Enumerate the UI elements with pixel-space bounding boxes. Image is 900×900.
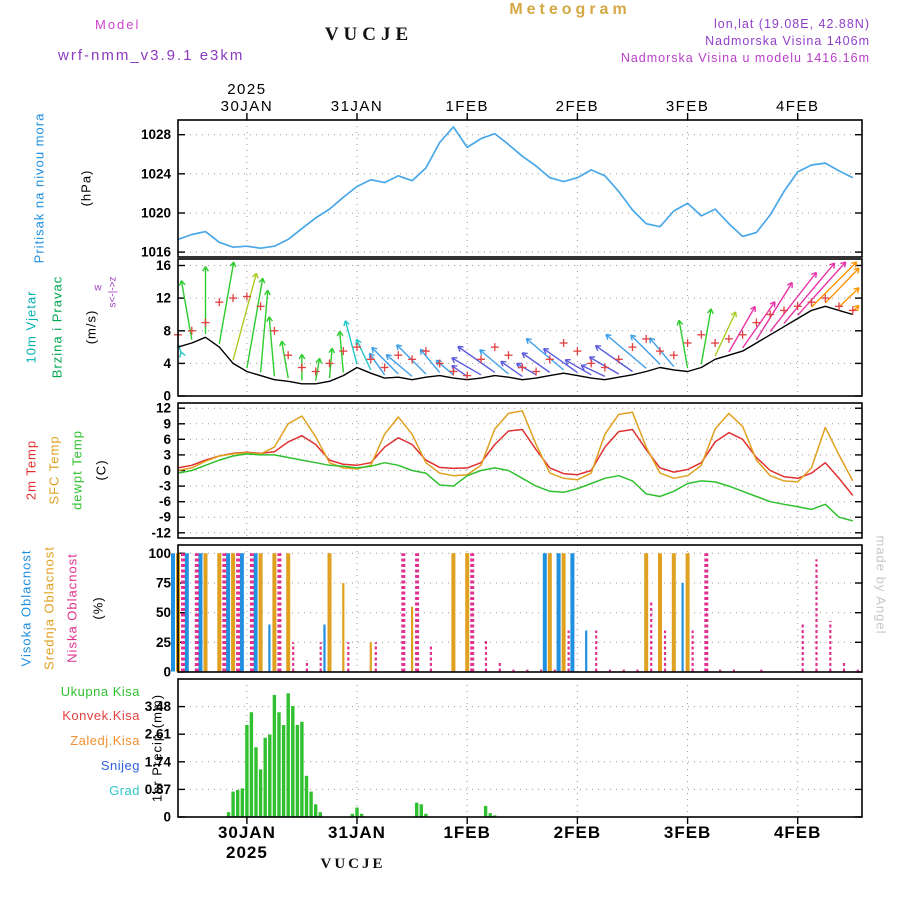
svg-text:1.74: 1.74	[145, 754, 172, 769]
footer-station: VUCJE	[320, 856, 386, 872]
svg-text:4FEB: 4FEB	[774, 823, 821, 842]
svg-text:-9: -9	[159, 510, 171, 525]
svg-text:31JAN: 31JAN	[328, 823, 386, 842]
svg-text:1FEB: 1FEB	[445, 98, 489, 115]
cloud-axis-unit: (%)	[90, 596, 106, 620]
lonlat-label: lon,lat (19.08E, 42.88N)	[713, 17, 870, 31]
legend-snow: Snijeg	[100, 758, 140, 773]
svg-text:4: 4	[163, 356, 171, 371]
panel-pressure: 1028 1024 1020 1016	[141, 119, 863, 260]
wind-axis-unit: (m/s)	[83, 309, 99, 345]
svg-text:2025: 2025	[226, 843, 268, 862]
svg-text:3: 3	[163, 447, 171, 462]
svg-text:8: 8	[163, 323, 171, 338]
svg-text:2.61: 2.61	[145, 727, 172, 742]
cloud-axis-label-low: Niska Oblacnost	[64, 553, 80, 663]
x-axis-labels: 30JAN 30JAN 31JAN 31JAN 1FEB 1FEB 2FEB 2FEB 3FEB…	[218, 81, 821, 862]
svg-text:0.87: 0.87	[145, 782, 171, 797]
svg-text:1016: 1016	[141, 245, 172, 260]
svg-text:2FEB: 2FEB	[556, 98, 600, 115]
legend-freezing-rain: Zaledj.Kisa	[70, 733, 140, 748]
svg-text:12: 12	[156, 291, 171, 306]
legend-convective-rain: Konvek.Kisa	[62, 708, 140, 723]
svg-text:6: 6	[163, 432, 171, 447]
svg-text:3FEB: 3FEB	[664, 823, 711, 842]
svg-text:25: 25	[156, 635, 172, 650]
temp-axis-label-2m: 2m Temp	[23, 439, 39, 501]
watermark: made by Angel	[873, 535, 889, 635]
svg-text:1028: 1028	[141, 127, 172, 142]
header-info-block: lon,lat (19.08E, 42.88N) Nadmorska Visin…	[621, 16, 870, 67]
svg-text:1020: 1020	[141, 206, 171, 221]
svg-text:3FEB: 3FEB	[666, 98, 710, 115]
cloud-axis-label-mid: Srednja Oblacnost	[41, 546, 57, 670]
svg-text:4FEB: 4FEB	[776, 98, 820, 115]
station-title: VUCJE	[324, 24, 414, 45]
precip-axis-unit: 1hr Precip (mm)	[149, 693, 165, 803]
panel-cloud: 100 75 50 25 0	[148, 544, 863, 680]
svg-text:0: 0	[163, 389, 171, 404]
svg-text:1024: 1024	[141, 166, 172, 181]
svg-text:2025: 2025	[227, 81, 266, 98]
svg-text:9: 9	[163, 416, 171, 431]
svg-text:30JAN: 30JAN	[221, 98, 274, 115]
pressure-axis-label: Pritisak na nivou mora	[31, 112, 47, 264]
wind-compass-west-label: w	[94, 282, 102, 294]
svg-text:-12: -12	[151, 525, 171, 540]
svg-text:31JAN: 31JAN	[331, 98, 384, 115]
svg-text:100: 100	[148, 546, 171, 561]
pressure-axis-unit: (hPa)	[78, 169, 94, 207]
wind-axis-label-1: 10m Vjetar	[23, 290, 39, 364]
temp-axis-unit: (C)	[93, 459, 109, 481]
page-title: Meteogram	[509, 1, 631, 18]
legend-hail: Grad	[109, 783, 140, 798]
legend-total-rain: Ukupna Kisa	[60, 684, 140, 699]
svg-text:0: 0	[163, 810, 171, 825]
panel-precip: 3.48 2.61 1.74 0.87 0	[145, 678, 863, 825]
temp-axis-label-sfc: SFC Temp	[46, 435, 62, 505]
svg-text:75: 75	[156, 576, 172, 591]
svg-text:0: 0	[163, 665, 171, 680]
svg-text:30JAN: 30JAN	[218, 823, 276, 842]
model-elevation-label: Nadmorska Visina u modelu 1416.16m	[620, 51, 870, 65]
svg-text:12: 12	[156, 401, 171, 416]
model-name: wrf-nmm_v3.9.1 e3km	[58, 47, 245, 64]
temp-axis-label-dewpt: dewpt Temp	[69, 430, 85, 510]
svg-text:50: 50	[156, 605, 171, 620]
elevation-label: Nadmorska Visina 1406m	[705, 34, 870, 48]
svg-text:2FEB: 2FEB	[554, 823, 601, 842]
wind-axis-label-2: Brzina i Pravac	[49, 275, 65, 379]
svg-text:1FEB: 1FEB	[443, 823, 490, 842]
wind-compass-axis-icon: s<-|->z	[107, 276, 119, 308]
svg-text:16: 16	[156, 258, 172, 273]
model-label: Model	[95, 17, 141, 32]
svg-text:-3: -3	[159, 479, 171, 494]
panel-wind: 16 12 8 4 0	[156, 258, 863, 404]
cloud-axis-label-high: Visoka Oblacnost	[18, 549, 34, 667]
svg-text:3.48: 3.48	[145, 699, 172, 714]
svg-text:0: 0	[163, 463, 171, 478]
svg-text:-6: -6	[159, 494, 171, 509]
